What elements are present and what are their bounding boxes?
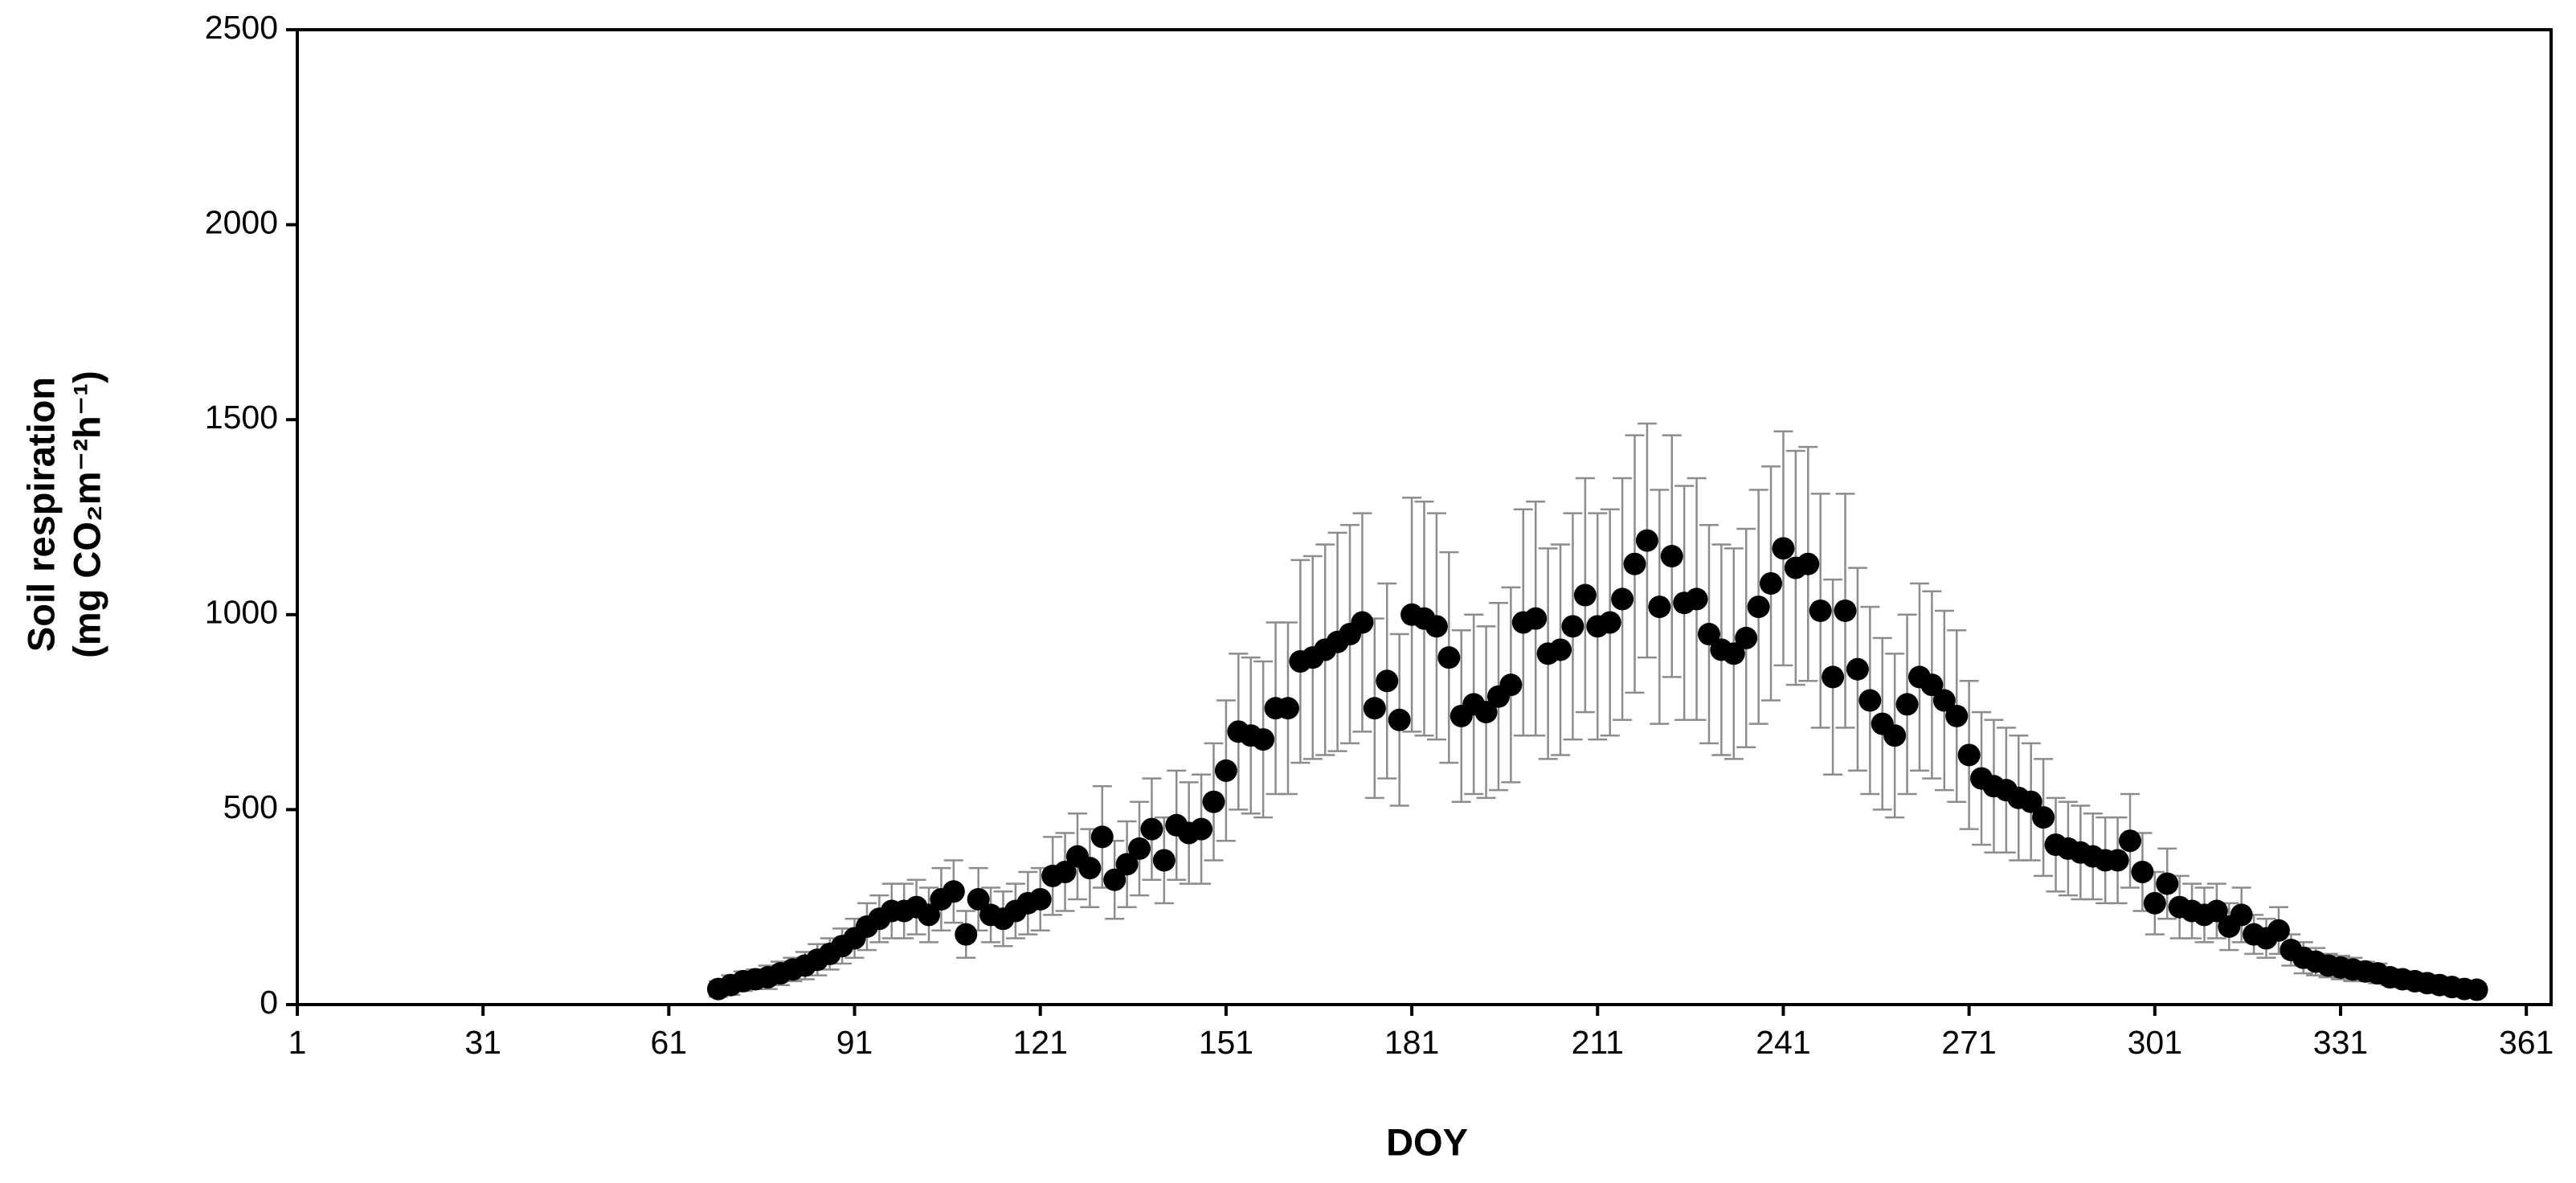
y-tick-label: 1500 <box>205 399 278 436</box>
data-point <box>1252 728 1275 751</box>
data-point <box>1128 837 1151 860</box>
data-point <box>1152 849 1176 872</box>
data-point <box>1611 587 1634 611</box>
data-point <box>1920 673 1944 697</box>
data-point <box>2131 861 2154 884</box>
y-tick-label: 500 <box>223 788 278 825</box>
data-point <box>918 903 941 927</box>
data-point <box>967 887 990 911</box>
x-tick-label: 181 <box>1384 1024 1439 1061</box>
x-axis-label: DOY <box>1386 1120 1468 1163</box>
data-point <box>1822 665 1845 689</box>
data-point <box>1437 646 1461 669</box>
data-point <box>1351 611 1374 634</box>
data-point <box>1474 701 1498 724</box>
data-point <box>1140 817 1163 841</box>
data-point <box>942 880 965 903</box>
data-point <box>2019 790 2042 813</box>
data-point <box>955 923 978 946</box>
data-point <box>1549 638 1572 661</box>
data-point <box>1735 626 1758 649</box>
data-point <box>1635 529 1658 552</box>
x-tick-label: 1 <box>288 1024 307 1061</box>
plot-frame <box>296 28 2553 1006</box>
data-point <box>2106 849 2129 872</box>
x-tick-label: 271 <box>1941 1024 1996 1061</box>
data-point <box>1561 615 1584 638</box>
x-tick-label: 121 <box>1013 1024 1068 1061</box>
data-point <box>1388 708 1411 731</box>
data-point <box>1797 552 1820 575</box>
data-point <box>1499 673 1523 697</box>
data-point <box>1276 697 1299 720</box>
data-point <box>1932 689 1956 712</box>
data-point <box>1028 887 1052 911</box>
data-point <box>1685 587 1708 611</box>
data-point <box>1747 596 1770 619</box>
x-tick-label: 61 <box>651 1024 688 1061</box>
x-tick-label: 241 <box>1756 1024 1810 1061</box>
data-point <box>1945 704 1969 727</box>
data-point <box>1103 868 1126 891</box>
data-point <box>1722 642 1745 665</box>
data-point <box>1214 759 1237 782</box>
x-tick-label: 31 <box>464 1024 501 1061</box>
data-point <box>1115 853 1139 876</box>
data-point <box>2156 872 2179 895</box>
data-point <box>1648 596 1671 619</box>
data-point <box>2230 903 2253 927</box>
data-point <box>1957 743 1981 767</box>
data-point <box>2118 829 2141 853</box>
data-point <box>1623 552 1646 575</box>
data-point <box>2205 899 2228 923</box>
x-tick-label: 301 <box>2128 1024 2182 1061</box>
y-tick-label: 2500 <box>205 9 278 46</box>
x-tick-label: 211 <box>1572 1024 1624 1061</box>
data-point <box>1858 689 1882 712</box>
y-tick-label: 1000 <box>205 594 278 631</box>
data-point <box>1809 599 1832 622</box>
data-point <box>2465 978 2488 1001</box>
data-point <box>2143 891 2166 915</box>
y-tick-label: 2000 <box>205 203 278 240</box>
x-tick-label: 151 <box>1199 1024 1253 1061</box>
data-point <box>1772 537 1795 560</box>
data-point <box>1524 607 1548 630</box>
data-point <box>1660 545 1683 568</box>
data-point <box>1895 693 1919 716</box>
y-axis-label: Soil respiration <box>19 377 62 652</box>
data-point <box>2032 806 2055 829</box>
data-point <box>1202 790 1225 813</box>
data-point <box>1376 669 1399 693</box>
y-axis-label: (mg CO₂m⁻²h⁻¹) <box>65 370 108 658</box>
data-point <box>1846 657 1869 681</box>
data-point <box>1090 825 1114 849</box>
data-point <box>1573 583 1597 607</box>
data-point <box>1598 611 1621 634</box>
data-point <box>1834 599 1857 622</box>
data-point <box>1760 571 1783 595</box>
x-tick-label: 361 <box>2499 1024 2554 1061</box>
x-tick-label: 91 <box>836 1024 873 1061</box>
data-point <box>1078 857 1102 880</box>
y-tick-label: 0 <box>260 984 278 1021</box>
x-tick-label: 331 <box>2313 1024 2368 1061</box>
data-point <box>1363 697 1386 720</box>
data-point <box>1425 615 1448 638</box>
data-point <box>2267 919 2290 942</box>
data-point <box>1883 724 1907 747</box>
data-point <box>1053 861 1077 884</box>
data-point <box>1697 623 1720 646</box>
data-point <box>1190 817 1213 841</box>
